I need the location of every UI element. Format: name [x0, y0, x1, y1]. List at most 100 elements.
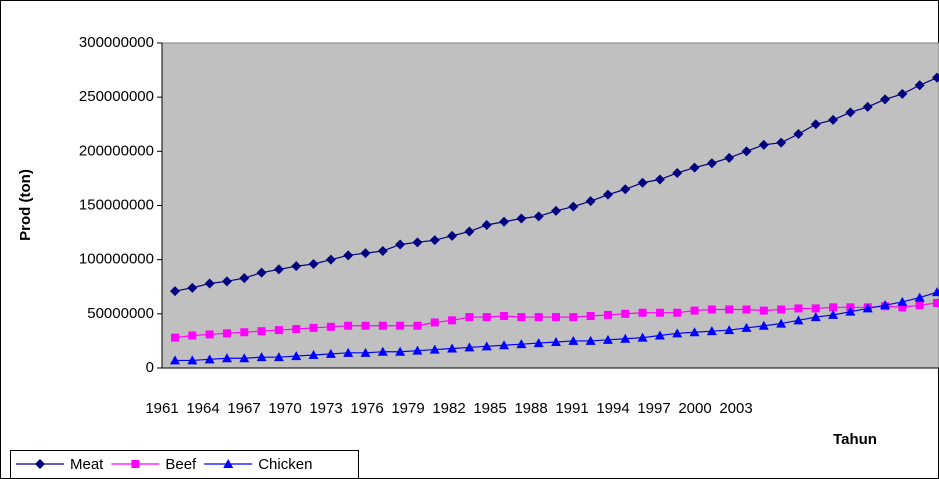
data-point [551, 205, 561, 216]
x-tick-label: 1976 [350, 400, 383, 417]
data-point [620, 184, 631, 195]
data-point [568, 201, 579, 212]
data-point [933, 299, 939, 307]
data-point [672, 168, 683, 178]
x-tick-label: 1985 [473, 400, 506, 417]
data-point [534, 313, 543, 322]
data-point [187, 282, 198, 293]
data-point [430, 318, 439, 327]
data-point [308, 350, 319, 359]
x-tick-label: 1994 [596, 400, 629, 417]
data-point [758, 139, 769, 150]
y-tick-label: 50000000 [87, 305, 154, 322]
data-point [482, 313, 491, 322]
data-point [361, 321, 370, 330]
legend-marker [35, 459, 45, 469]
data-point [221, 276, 232, 287]
data-point [586, 312, 595, 320]
data-point [413, 321, 422, 330]
data-point [500, 312, 509, 320]
x-tick-label: 1970 [268, 400, 301, 417]
data-point [689, 162, 700, 173]
data-point [725, 305, 734, 314]
data-point [741, 146, 752, 157]
data-point [742, 305, 751, 314]
data-point [465, 313, 474, 322]
x-tick-label: 1967 [227, 400, 260, 417]
data-point [464, 342, 475, 352]
data-point [447, 343, 458, 353]
data-point [845, 107, 856, 118]
data-point [344, 321, 353, 330]
x-tick-label: 1973 [309, 400, 342, 417]
data-point [378, 321, 387, 330]
data-point [793, 315, 804, 325]
data-point [654, 174, 665, 185]
data-point [360, 248, 371, 259]
data-point [499, 216, 510, 227]
data-point [707, 305, 716, 314]
data-point [724, 325, 735, 335]
data-point [360, 347, 371, 357]
legend-label: Beef [165, 456, 197, 473]
plot-area [161, 42, 939, 369]
data-point [291, 261, 302, 272]
y-tick-label: 300000000 [79, 34, 154, 51]
data-point [552, 313, 560, 322]
data-point [776, 318, 787, 328]
data-point [776, 137, 787, 148]
data-point [326, 322, 335, 331]
y-tick-label: 150000000 [79, 196, 154, 213]
data-point [897, 296, 908, 306]
data-point [257, 327, 266, 336]
data-point [828, 309, 839, 319]
data-point [204, 278, 215, 289]
data-point [654, 330, 665, 340]
data-point [256, 352, 267, 362]
data-point [845, 306, 856, 316]
data-point [377, 246, 388, 256]
data-point [395, 346, 406, 356]
data-point [585, 196, 596, 207]
data-point [637, 177, 648, 188]
y-axis-title: Prod (ton) [17, 169, 34, 241]
data-point [240, 328, 249, 337]
data-point [690, 306, 699, 315]
legend-label: Chicken [258, 456, 312, 473]
data-point [222, 329, 231, 338]
data-point [499, 340, 510, 350]
data-point [170, 286, 180, 297]
y-tick-label: 250000000 [79, 88, 154, 105]
data-point [429, 235, 440, 246]
data-point [602, 189, 613, 200]
data-point [602, 334, 613, 344]
data-point [517, 313, 526, 322]
data-point [481, 220, 492, 230]
data-point [377, 346, 388, 356]
data-point [308, 259, 319, 269]
data-point [862, 303, 873, 313]
data-point [915, 301, 924, 310]
data-point [412, 237, 423, 248]
legend-label: Meat [70, 456, 104, 473]
data-point [533, 211, 544, 222]
data-point [464, 226, 475, 237]
y-tick-label: 100000000 [79, 251, 154, 268]
data-point [898, 303, 907, 312]
data-point [880, 94, 891, 105]
data-point [794, 304, 803, 313]
data-point [638, 308, 647, 317]
data-point [396, 321, 405, 330]
data-point [810, 312, 821, 322]
data-point [932, 287, 939, 297]
data-point [395, 239, 406, 250]
data-point [239, 353, 250, 363]
data-point [741, 322, 752, 332]
data-point [273, 264, 284, 275]
data-point [481, 341, 492, 351]
data-point [862, 101, 873, 112]
data-point [897, 88, 908, 99]
y-tick-label: 200000000 [79, 142, 154, 159]
x-tick-label: 1991 [555, 400, 588, 417]
data-point [551, 337, 561, 346]
